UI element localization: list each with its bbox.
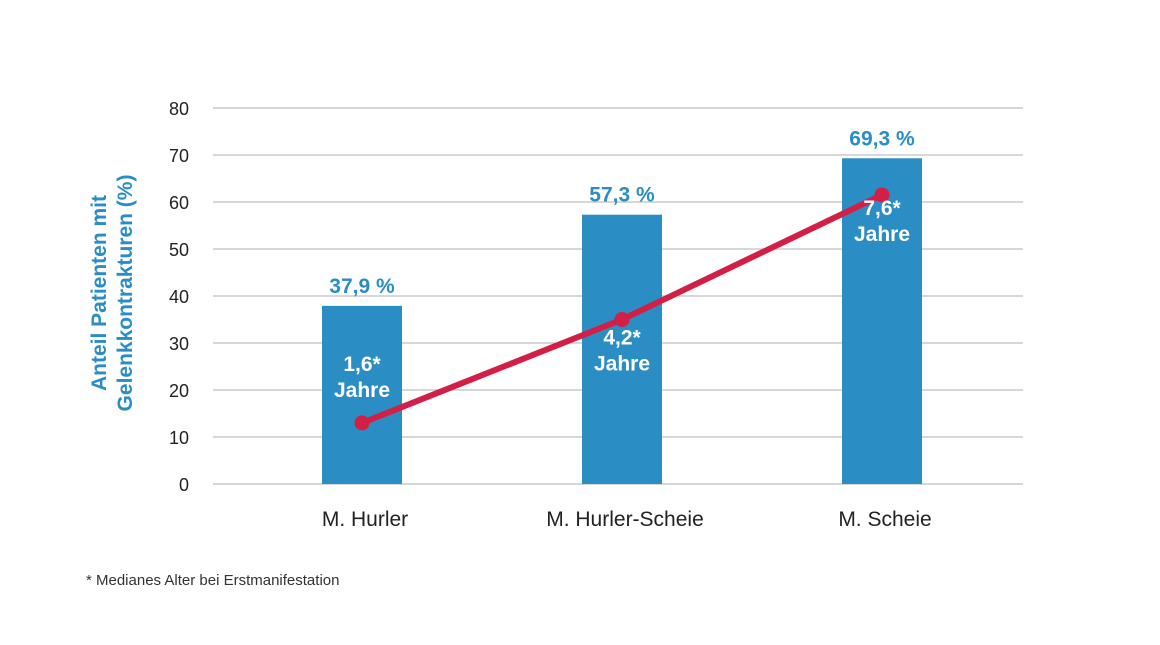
bar-value-label: 69,3 %: [849, 127, 915, 150]
x-tick-label: M. Hurler: [322, 508, 408, 531]
y-tick-labels: 0 10 20 30 40 50 60 70 80: [169, 99, 189, 495]
line-point-label: 4,2*: [603, 327, 641, 350]
line-point: [874, 187, 890, 203]
line-point-label: 1,6*: [343, 353, 381, 376]
footnote: * Medianes Alter bei Erstmanifestation: [86, 572, 340, 589]
bar-value-label: 57,3 %: [589, 184, 655, 207]
y-tick-label: 50: [169, 240, 189, 260]
line-point: [614, 312, 630, 327]
y-tick-label: 20: [169, 381, 189, 401]
line-point-label: Jahre: [854, 223, 910, 246]
y-tick-label: 60: [169, 193, 189, 213]
x-tick-labels: M. Hurler M. Hurler-Scheie M. Scheie: [322, 508, 932, 531]
x-tick-label: M. Scheie: [838, 508, 931, 531]
y-tick-label: 0: [179, 475, 189, 495]
y-axis-label-line: Gelenkkontrakturen (%): [114, 175, 137, 412]
y-tick-label: 40: [169, 287, 189, 307]
bar: [582, 214, 662, 484]
y-tick-label: 80: [169, 99, 189, 119]
line-point-label: 7,6*: [863, 197, 901, 220]
bar: [322, 305, 402, 484]
bars: [322, 158, 922, 485]
line-series: [354, 187, 890, 431]
line-point: [354, 415, 370, 431]
y-tick-label: 10: [169, 428, 189, 448]
bar: [842, 158, 922, 485]
y-axis-label-line: Anteil Patienten mit: [88, 195, 111, 391]
bar-value-label: 37,9 %: [329, 275, 395, 298]
bar-value-labels: 37,9 % 57,3 % 69,3 %: [329, 127, 915, 298]
x-tick-label: M. Hurler-Scheie: [546, 508, 704, 531]
line-point-labels: 1,6* Jahre 4,2* Jahre 7,6* Jahre: [334, 197, 910, 402]
line-point-label: Jahre: [594, 353, 650, 376]
y-tick-label: 70: [169, 146, 189, 166]
line-point-label: Jahre: [334, 379, 390, 402]
y-tick-label: 30: [169, 334, 189, 354]
